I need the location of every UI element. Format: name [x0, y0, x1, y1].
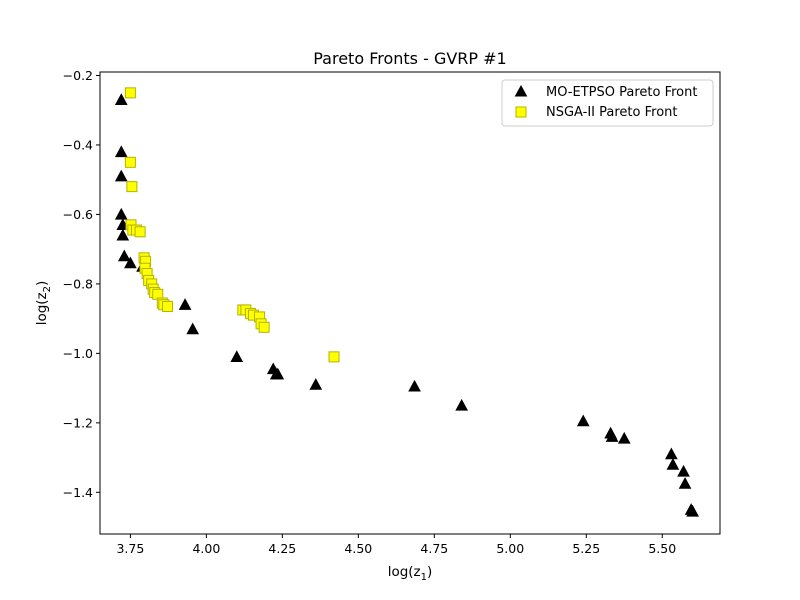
y-axis-label: log(z2) — [34, 281, 53, 326]
mo-etpso-point — [186, 322, 200, 335]
mo-etpso-point — [230, 350, 244, 363]
nsga-ii-point — [124, 87, 136, 99]
y-tick-label: −0.4 — [63, 137, 93, 152]
mo-etpso-point — [114, 169, 128, 182]
x-tick-label: 4.00 — [192, 541, 220, 556]
mo-etpso-point — [114, 207, 128, 220]
mo-etpso-point — [455, 398, 469, 411]
mo-etpso-point — [408, 379, 421, 392]
x-tick-label: 5.50 — [648, 541, 676, 556]
mo-etpso-point — [271, 367, 285, 380]
y-axis-ticks: −0.2 −0.4 −0.6 −0.8 −1.0 −1.2 −1.4 — [63, 68, 100, 500]
x-tick-label: 5.25 — [572, 541, 600, 556]
mo-etpso-point — [617, 431, 631, 444]
mo-etpso-point — [677, 464, 690, 477]
legend: MO-ETPSO Pareto Front NSGA-II Pareto Fro… — [501, 79, 714, 127]
mo-etpso-point — [124, 256, 137, 269]
mo-etpso-point — [114, 145, 128, 158]
y-tick-label: −0.6 — [63, 207, 93, 222]
nsga-ii-point — [126, 181, 138, 193]
x-axis-label-text: log(z — [388, 564, 421, 580]
mo-etpso-point — [605, 430, 619, 442]
plot-marks — [114, 87, 699, 517]
y-tick-label: −0.2 — [63, 68, 93, 83]
mo-etpso-point — [678, 477, 692, 489]
legend-marker-mo-etpso — [514, 84, 528, 97]
mo-etpso-point — [686, 504, 699, 517]
x-tick-label: 3.75 — [116, 541, 144, 556]
mo-etpso-point — [114, 93, 128, 105]
nsga-ii-point — [134, 226, 146, 238]
x-tick-label: 4.75 — [420, 541, 448, 556]
x-tick-label: 5.00 — [496, 541, 524, 556]
x-axis-ticks: 3.75 4.00 4.25 4.50 4.75 5.00 5.25 5.50 — [116, 534, 676, 556]
y-tick-label: −1.2 — [63, 415, 93, 430]
x-tick-label: 4.50 — [344, 541, 372, 556]
legend-marker-nsga-ii — [515, 106, 527, 118]
y-axis-label-subscript: 2 — [42, 286, 53, 292]
chart-title: Pareto Fronts - GVRP #1 — [313, 49, 506, 68]
y-axis-label-text: log(z — [34, 292, 50, 325]
mo-etpso-point — [309, 378, 323, 390]
y-tick-label: −1.4 — [63, 485, 93, 500]
nsga-ii-point — [161, 300, 173, 312]
x-tick-label: 4.25 — [268, 541, 296, 556]
legend-label-nsga-ii: NSGA-II Pareto Front — [546, 105, 678, 120]
mo-etpso-point — [178, 298, 192, 310]
nsga-ii-point — [124, 156, 136, 168]
mo-etpso-point — [665, 447, 678, 460]
y-tick-label: −0.8 — [63, 276, 93, 291]
mo-etpso-point — [576, 414, 590, 427]
y-tick-label: −1.0 — [63, 346, 93, 361]
legend-box — [501, 79, 714, 127]
mo-etpso-point — [117, 249, 131, 262]
x-axis-label-subscript: 1 — [421, 572, 427, 583]
x-axis-label: log(z1) — [388, 564, 433, 583]
legend-label-mo-etpso: MO-ETPSO Pareto Front — [546, 85, 697, 100]
mo-etpso-point — [116, 228, 130, 241]
plot-frame — [99, 71, 721, 535]
y-axis-label-close: ) — [34, 281, 50, 286]
nsga-ii-point — [258, 321, 270, 333]
x-axis-label-close: ) — [427, 564, 432, 580]
nsga-ii-point — [328, 351, 340, 363]
mo-etpso-point — [666, 457, 680, 470]
